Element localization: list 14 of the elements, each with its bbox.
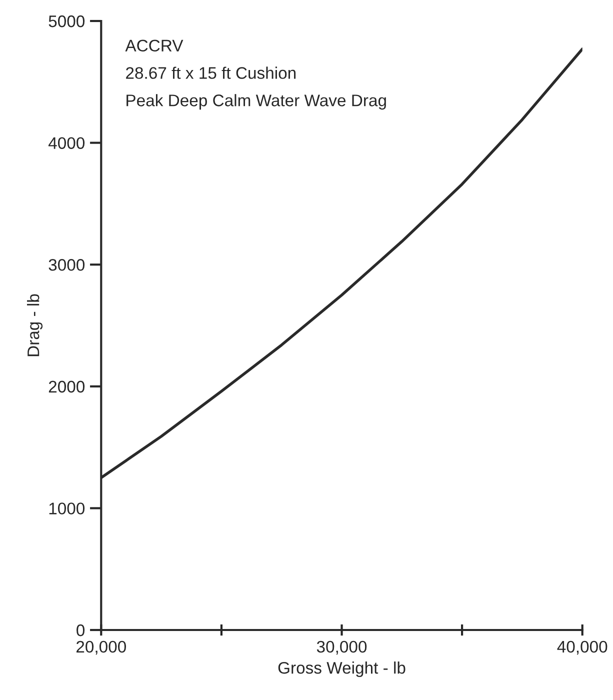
y-tick-label: 4000 — [48, 137, 85, 150]
y-tick-label: 5000 — [48, 15, 85, 28]
x-tick-label: 20,000 — [76, 640, 126, 655]
x-tick-label: 40,000 — [557, 640, 608, 655]
y-tick-label: 1000 — [49, 502, 85, 514]
annotation: 28.67 ft x 15 ft Cushion — [126, 66, 296, 79]
x-tick-label: 30,000 — [316, 640, 367, 655]
y-tick-label: 3000 — [48, 259, 85, 271]
y-tick-label: 0 — [76, 624, 85, 636]
annotation: Peak Deep Calm Water Wave Drag — [126, 94, 386, 110]
annotation: ACCRV — [125, 40, 184, 52]
y-tick-label: 2000 — [48, 380, 85, 393]
x-axis-title: Gross Weight - lb — [278, 662, 406, 678]
y-axis-title: Drag - lb — [27, 294, 43, 356]
